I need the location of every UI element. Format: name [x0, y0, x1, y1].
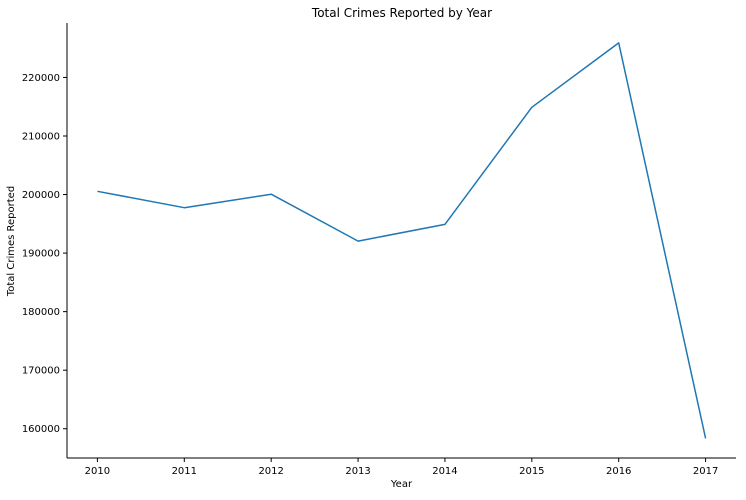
- x-axis: 2010 2011 2012 2013 2014 2015 2016 2017: [67, 458, 736, 477]
- y-tick-label: 180000: [22, 307, 60, 318]
- x-tick-label: 2014: [432, 466, 457, 477]
- plot-area: [97, 43, 705, 439]
- y-tick-label: 200000: [22, 190, 60, 201]
- x-tick-label: 2016: [606, 466, 631, 477]
- x-tick-label: 2013: [345, 466, 370, 477]
- y-tick-label: 190000: [22, 249, 60, 260]
- y-axis-label: Total Crimes Reported: [6, 186, 17, 297]
- y-tick-label: 170000: [22, 366, 60, 377]
- x-tick-label: 2017: [693, 466, 718, 477]
- x-tick-label: 2015: [519, 466, 544, 477]
- y-axis: 160000 170000 180000 190000 200000 210000 2200…: [22, 23, 67, 458]
- y-tick-label: 160000: [22, 424, 60, 435]
- chart-title: Total Crimes Reported by Year: [311, 6, 492, 20]
- x-tick-label: 2010: [85, 466, 110, 477]
- y-tick-label: 220000: [22, 73, 60, 84]
- series-line: [97, 43, 705, 439]
- y-tick-label: 210000: [22, 131, 60, 142]
- x-axis-label: Year: [390, 479, 413, 490]
- x-tick-label: 2011: [172, 466, 197, 477]
- x-tick-label: 2012: [258, 466, 283, 477]
